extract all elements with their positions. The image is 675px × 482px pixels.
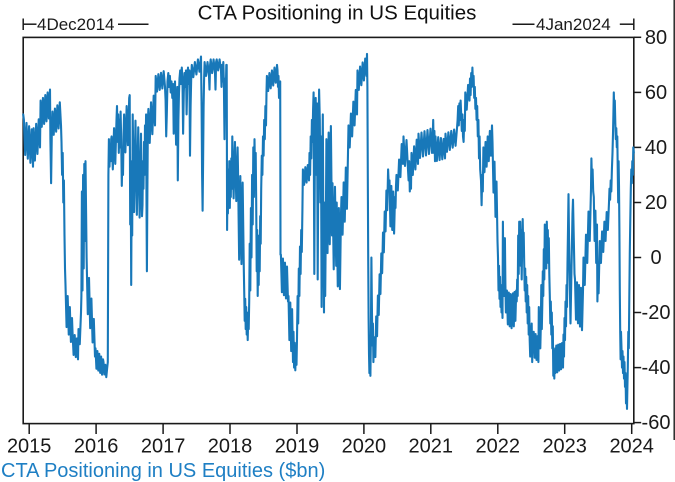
svg-text:-20: -20: [642, 302, 671, 324]
svg-text:20: 20: [645, 192, 667, 214]
svg-text:2017: 2017: [141, 436, 186, 458]
svg-text:0: 0: [650, 247, 661, 269]
svg-text:2015: 2015: [7, 436, 52, 458]
svg-text:4Dec2014: 4Dec2014: [37, 15, 115, 34]
svg-text:2022: 2022: [476, 436, 521, 458]
svg-text:4Jan2024: 4Jan2024: [536, 15, 611, 34]
svg-text:CTA Positioning in US Equities: CTA Positioning in US Equities ($bn): [1, 460, 325, 482]
svg-text:2020: 2020: [342, 436, 387, 458]
svg-text:2023: 2023: [542, 436, 587, 458]
svg-text:2018: 2018: [208, 436, 253, 458]
svg-text:2016: 2016: [74, 436, 119, 458]
svg-text:2019: 2019: [275, 436, 320, 458]
svg-text:80: 80: [645, 27, 667, 49]
svg-text:2024: 2024: [609, 436, 654, 458]
svg-text:CTA Positioning in US Equities: CTA Positioning in US Equities: [198, 2, 477, 25]
svg-text:60: 60: [645, 82, 667, 104]
svg-text:-60: -60: [642, 412, 671, 434]
svg-text:2021: 2021: [409, 436, 454, 458]
svg-text:-40: -40: [642, 357, 671, 379]
svg-text:40: 40: [645, 137, 667, 159]
